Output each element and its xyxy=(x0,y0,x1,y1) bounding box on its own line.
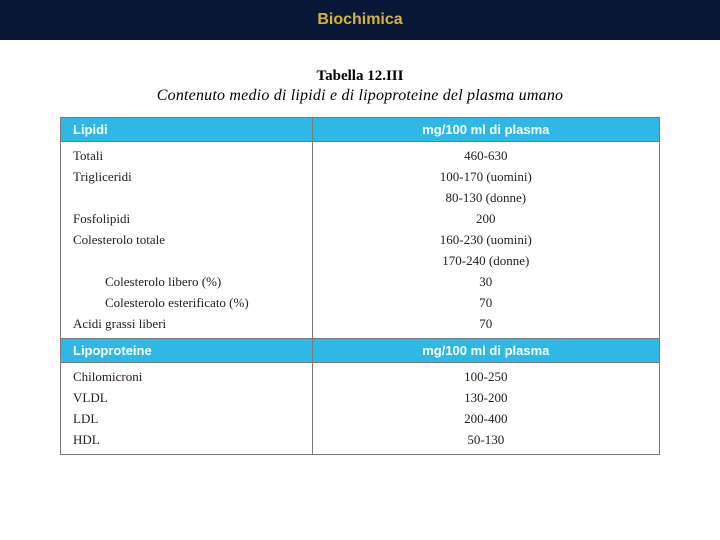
table-row: 170-240 (donne) xyxy=(61,251,660,272)
cell-label: Colesterolo totale xyxy=(61,230,313,251)
cell-label: Colesterolo libero (%) xyxy=(73,274,221,289)
cell-value: 200-400 xyxy=(312,409,659,430)
cell-value: 100-250 xyxy=(312,363,659,388)
title-bar: Biochimica xyxy=(0,0,720,40)
cell-value: 200 xyxy=(312,209,659,230)
table-header-row: Lipoproteine mg/100 ml di plasma xyxy=(61,339,660,363)
cell-label: Colesterolo esterificato (%) xyxy=(73,295,249,310)
table-row: Chilomicroni 100-250 xyxy=(61,363,660,388)
cell-value: 170-240 (donne) xyxy=(312,251,659,272)
title-bar-text: Biochimica xyxy=(317,11,402,29)
cell-label xyxy=(61,251,313,272)
table-row: Colesterolo esterificato (%) 70 xyxy=(61,293,660,314)
table-row: LDL 200-400 xyxy=(61,409,660,430)
table-header-row: Lipidi mg/100 ml di plasma xyxy=(61,118,660,142)
cell-label: HDL xyxy=(61,430,313,455)
cell-label: Fosfolipidi xyxy=(61,209,313,230)
table-row: Acidi grassi liberi 70 xyxy=(61,314,660,339)
cell-value: 50-130 xyxy=(312,430,659,455)
table-row: Totali 460-630 xyxy=(61,142,660,167)
table-row: Trigliceridi 100-170 (uomini) xyxy=(61,167,660,188)
content-area: Tabella 12.III Contenuto medio di lipidi… xyxy=(0,40,720,455)
cell-label: Totali xyxy=(61,142,313,167)
lipid-table: Lipidi mg/100 ml di plasma Totali 460-63… xyxy=(60,117,660,455)
cell-label: Acidi grassi liberi xyxy=(61,314,313,339)
cell-value: 70 xyxy=(312,314,659,339)
cell-value: 130-200 xyxy=(312,388,659,409)
table-caption: Contenuto medio di lipidi e di lipoprote… xyxy=(60,87,660,105)
cell-value: 70 xyxy=(312,293,659,314)
table-number: Tabella 12.III xyxy=(60,68,660,85)
header-units-0: mg/100 ml di plasma xyxy=(312,118,659,142)
table-row: 80-130 (donne) xyxy=(61,188,660,209)
table-row: Colesterolo libero (%) 30 xyxy=(61,272,660,293)
table-row: VLDL 130-200 xyxy=(61,388,660,409)
table-row: Colesterolo totale 160-230 (uomini) xyxy=(61,230,660,251)
table-row: Fosfolipidi 200 xyxy=(61,209,660,230)
cell-value: 460-630 xyxy=(312,142,659,167)
cell-value: 100-170 (uomini) xyxy=(312,167,659,188)
cell-value: 160-230 (uomini) xyxy=(312,230,659,251)
cell-label: Trigliceridi xyxy=(61,167,313,188)
table-row: HDL 50-130 xyxy=(61,430,660,455)
cell-label: LDL xyxy=(61,409,313,430)
cell-value: 80-130 (donne) xyxy=(312,188,659,209)
header-lipoproteine: Lipoproteine xyxy=(61,339,313,363)
header-lipidi: Lipidi xyxy=(61,118,313,142)
cell-label: VLDL xyxy=(61,388,313,409)
header-units-1: mg/100 ml di plasma xyxy=(312,339,659,363)
cell-label: Chilomicroni xyxy=(61,363,313,388)
cell-label xyxy=(61,188,313,209)
cell-value: 30 xyxy=(312,272,659,293)
